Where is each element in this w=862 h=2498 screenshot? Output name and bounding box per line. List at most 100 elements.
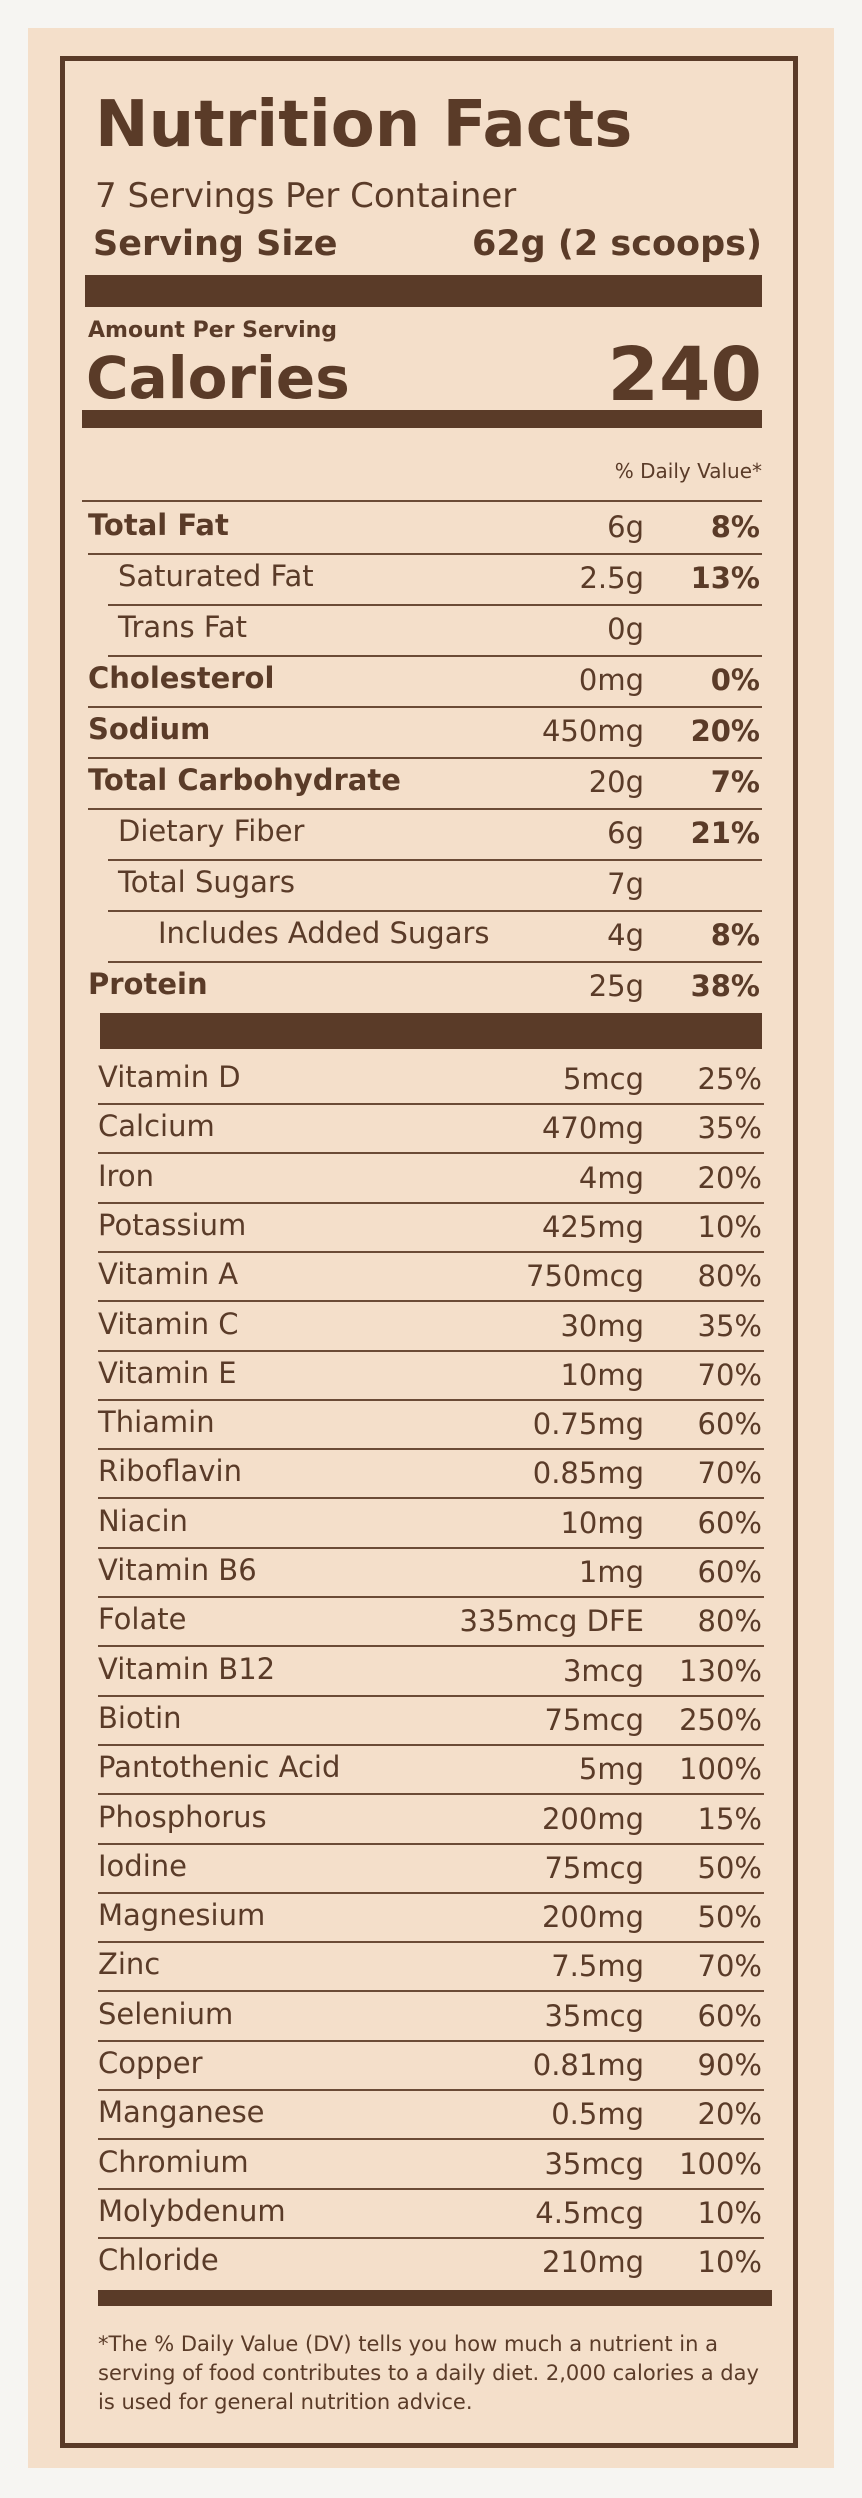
vitamin-name: Pantothenic Acid xyxy=(98,1750,341,1785)
vitamin-amount: 35mcg xyxy=(544,1998,644,2033)
vitamin-amount: 210mg xyxy=(541,2245,644,2280)
vitamin-amount: 10mg xyxy=(560,1505,644,1540)
nutrient-dv: 13% xyxy=(690,561,760,595)
rule xyxy=(98,2039,764,2042)
nutrient-amount: 2.5g xyxy=(579,561,644,595)
calories-value: 240 xyxy=(607,332,762,418)
rule xyxy=(108,655,762,657)
label-border xyxy=(60,56,798,2448)
vitamin-name: Chloride xyxy=(98,2243,219,2278)
vitamin-amount: 75mcg xyxy=(544,1850,644,1885)
vitamin-dv: 250% xyxy=(679,1702,762,1737)
vitamin-name: Iodine xyxy=(98,1848,187,1883)
rule xyxy=(98,1103,764,1105)
nutrient-name: Dietary Fiber xyxy=(118,814,305,848)
rule xyxy=(108,961,762,963)
rule xyxy=(98,1546,764,1549)
nutrient-dv: 38% xyxy=(690,969,760,1003)
vitamin-name: Biotin xyxy=(98,1700,182,1735)
rule xyxy=(108,859,762,861)
nutrient-dv: 8% xyxy=(710,918,760,952)
vitamin-dv: 60% xyxy=(697,1998,762,2033)
vitamin-dv: 50% xyxy=(697,1900,762,1935)
rule xyxy=(98,1201,764,1204)
nutrient-dv: 8% xyxy=(710,510,760,544)
nutrient-name: Cholesterol xyxy=(88,661,275,695)
vitamin-dv: 130% xyxy=(679,1653,762,1688)
thick-bar xyxy=(100,1013,762,1049)
title: Nutrition Facts xyxy=(95,88,633,162)
vitamin-dv: 80% xyxy=(697,1259,762,1294)
rule xyxy=(98,1990,764,1993)
vitamin-name: Selenium xyxy=(98,1996,234,2031)
rule xyxy=(98,1448,764,1451)
vitamin-amount: 0.85mg xyxy=(532,1456,644,1491)
vitamin-name: Molybdenum xyxy=(98,2193,286,2228)
vitamin-dv: 10% xyxy=(697,2195,762,2230)
vitamin-name: Niacin xyxy=(98,1503,188,1538)
nutrient-name: Total Fat xyxy=(88,508,229,542)
amount-per-serving: Amount Per Serving xyxy=(88,318,338,343)
rule xyxy=(98,2089,764,2091)
vitamin-amount: 0.5mg xyxy=(551,2097,644,2132)
vitamin-name: Thiamin xyxy=(98,1405,215,1440)
vitamin-amount: 335mcg DFE xyxy=(459,1604,644,1639)
vitamin-dv: 80% xyxy=(697,1604,762,1639)
vitamin-dv: 10% xyxy=(697,2245,762,2280)
rule xyxy=(88,757,762,759)
vitamin-dv: 35% xyxy=(697,1111,762,1146)
rule xyxy=(98,2138,764,2141)
rule xyxy=(108,604,762,606)
nutrient-name: Includes Added Sugars xyxy=(158,916,490,950)
vitamin-dv: 70% xyxy=(697,1357,762,1392)
rule xyxy=(88,553,762,555)
vitamin-dv: 25% xyxy=(697,1062,762,1096)
vitamin-dv: 100% xyxy=(679,1752,762,1787)
nutrient-name: Saturated Fat xyxy=(118,559,314,593)
nutrient-dv: 0% xyxy=(710,663,760,697)
nutrient-amount: 450mg xyxy=(541,714,644,748)
nutrient-name: Trans Fat xyxy=(118,610,248,644)
vitamin-name: Vitamin B6 xyxy=(98,1553,257,1587)
vitamin-dv: 100% xyxy=(679,2146,762,2181)
rule xyxy=(98,1497,764,1500)
rule xyxy=(98,1398,764,1401)
rule xyxy=(88,706,762,708)
vitamin-name: Calcium xyxy=(98,1109,215,1144)
vitamin-name: Manganese xyxy=(98,2095,265,2130)
nutrient-amount: 6g xyxy=(607,510,644,544)
rule xyxy=(98,1743,764,1746)
nutrient-dv: 7% xyxy=(710,765,760,799)
vitamin-amount: 4mg xyxy=(578,1160,644,1195)
rule xyxy=(98,1941,764,1944)
rule xyxy=(98,1152,764,1155)
vitamin-name: Vitamin D xyxy=(98,1060,241,1094)
rule xyxy=(82,500,762,502)
vitamin-amount: 35mcg xyxy=(544,2146,644,2181)
rule xyxy=(88,808,762,810)
serving-size-label: Serving Size xyxy=(93,224,338,264)
vitamin-dv: 60% xyxy=(697,1505,762,1540)
vitamin-dv: 20% xyxy=(697,1160,762,1195)
vitamin-amount: 0.75mg xyxy=(532,1407,644,1442)
nutrient-amount: 0mg xyxy=(578,663,644,697)
vitamin-name: Vitamin C xyxy=(98,1306,239,1341)
vitamin-name: Potassium xyxy=(98,1207,247,1242)
vitamin-name: Magnesium xyxy=(98,1898,266,1933)
rule xyxy=(98,1793,764,1796)
vitamin-name: Folate xyxy=(98,1602,187,1637)
vitamin-name: Phosphorus xyxy=(98,1799,267,1834)
vitamin-amount: 75mcg xyxy=(544,1702,644,1737)
nutrient-dv: 21% xyxy=(690,816,760,850)
vitamin-amount: 200mg xyxy=(541,1900,644,1935)
rule xyxy=(98,2187,764,2190)
rule xyxy=(98,1596,764,1598)
footnote: *The % Daily Value (DV) tells you how mu… xyxy=(98,2332,759,2414)
vitamin-amount: 30mg xyxy=(560,1308,644,1343)
vitamin-dv: 90% xyxy=(697,2048,762,2082)
medium-bar xyxy=(82,410,762,428)
vitamin-amount: 1mg xyxy=(578,1555,644,1589)
vitamin-dv: 60% xyxy=(697,1555,762,1589)
nutrient-name: Total Carbohydrate xyxy=(88,763,401,797)
